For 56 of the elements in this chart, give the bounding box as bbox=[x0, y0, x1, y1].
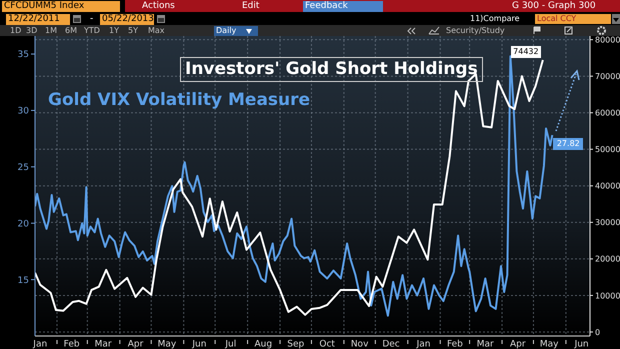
y-tick-label: 30 bbox=[18, 106, 30, 117]
y2-tick-label: 70000 bbox=[595, 72, 620, 82]
y-tick-label: 25 bbox=[18, 163, 29, 174]
text: 1Y bbox=[108, 26, 120, 36]
x-tick-label: Mar bbox=[94, 340, 112, 349]
y-tick-label: 35 bbox=[18, 50, 29, 60]
y2-tick-label: 30000 bbox=[595, 218, 620, 228]
text: 1D bbox=[9, 26, 22, 36]
y-tick-label: 15 bbox=[18, 276, 29, 286]
text: 05/22/2013 bbox=[100, 14, 154, 25]
text: G 300 - Graph 300 bbox=[511, 1, 597, 12]
x-tick-label: Mar bbox=[476, 340, 494, 349]
text: Edit bbox=[241, 1, 260, 12]
data-label: 74432 bbox=[510, 46, 541, 58]
text: 6M bbox=[64, 26, 78, 36]
text: - bbox=[89, 14, 94, 25]
text: 5Y bbox=[127, 26, 139, 36]
series-label: Investors' Gold Short Holdings bbox=[180, 57, 483, 82]
y-tick-label: 20 bbox=[18, 219, 30, 230]
x-tick-label: Jul bbox=[224, 340, 236, 349]
x-tick-label: Dec bbox=[382, 340, 400, 349]
text: Local CCY bbox=[535, 14, 611, 24]
text: Security/Study bbox=[445, 26, 506, 36]
text: YTD bbox=[83, 26, 101, 36]
text: CFCDUMM5 Index bbox=[2, 1, 120, 12]
text: Daily bbox=[214, 26, 258, 36]
y2-tick-label: 80000 bbox=[595, 35, 620, 44]
text: Actions bbox=[141, 1, 176, 12]
y2-tick-label: 40000 bbox=[595, 182, 620, 191]
x-tick-label: Nov bbox=[350, 340, 370, 349]
y2-tick-label: 50000 bbox=[595, 145, 620, 154]
text: Gold VIX Volatility Measure bbox=[48, 90, 310, 110]
y2-tick-label: 10000 bbox=[595, 291, 620, 300]
text: Feedback bbox=[303, 1, 383, 12]
text: 12/22/2011 bbox=[6, 14, 70, 25]
text: 3D bbox=[25, 26, 38, 36]
y2-tick-label: 20000 bbox=[595, 254, 620, 264]
x-tick-label: Jun bbox=[191, 340, 206, 349]
x-tick-label: Jun bbox=[574, 340, 589, 349]
x-tick-label: Jan bbox=[416, 340, 430, 349]
x-tick-label: Feb bbox=[64, 340, 80, 349]
x-tick-label: Oct bbox=[319, 340, 336, 349]
text: 11)Compare bbox=[469, 14, 521, 24]
x-tick-label: May bbox=[540, 340, 560, 349]
y2-tick-label: 60000 bbox=[595, 108, 620, 118]
x-tick-label: Aug bbox=[254, 340, 272, 349]
y2-tick-label: 0 bbox=[595, 328, 600, 337]
x-tick-label: Apr bbox=[128, 340, 144, 349]
x-tick-label: Apr bbox=[510, 340, 526, 349]
x-tick-label: Jan bbox=[32, 340, 48, 349]
x-tick-label: May bbox=[158, 340, 177, 349]
data-label: 27.82 bbox=[553, 138, 584, 150]
text: Max bbox=[147, 26, 166, 36]
x-tick-label: Feb bbox=[446, 340, 464, 349]
text: 1M bbox=[44, 26, 58, 36]
x-tick-label: Sep bbox=[287, 340, 305, 349]
